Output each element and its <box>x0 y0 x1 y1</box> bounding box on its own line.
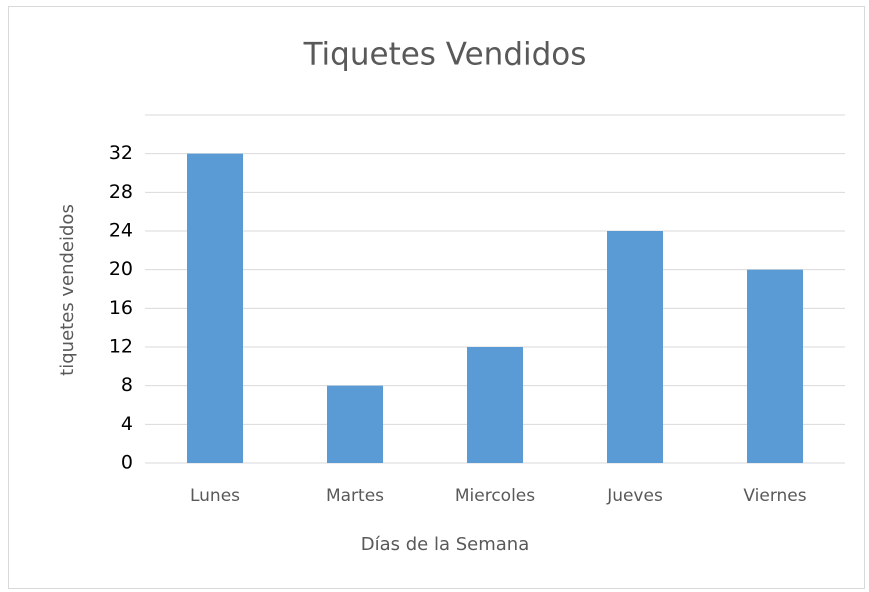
y-tick-label: 8 <box>121 374 133 396</box>
chart-title: Tiquetes Vendidos <box>303 37 587 73</box>
y-tick-label: 4 <box>121 413 133 435</box>
bar <box>747 269 803 463</box>
y-tick-label: 0 <box>121 452 133 474</box>
x-tick-label: Lunes <box>190 486 240 506</box>
bar <box>187 153 243 463</box>
y-tick-label: 24 <box>109 220 133 242</box>
y-axis-title: tiquetes vendeidos <box>57 204 78 376</box>
x-axis-title: Días de la Semana <box>361 534 529 555</box>
y-tick-label: 16 <box>109 297 133 319</box>
bar <box>607 231 663 463</box>
bar <box>467 347 523 463</box>
x-tick-label: Miercoles <box>455 486 535 506</box>
y-tick-label: 28 <box>109 181 133 203</box>
x-tick-label: Jueves <box>606 486 663 506</box>
y-tick-label: 32 <box>109 142 133 164</box>
x-tick-label: Martes <box>326 486 384 506</box>
bar <box>327 385 383 463</box>
x-tick-label: Viernes <box>743 486 806 506</box>
y-tick-label: 20 <box>109 258 133 280</box>
chart-border <box>8 6 865 589</box>
y-tick-label: 12 <box>109 336 133 358</box>
